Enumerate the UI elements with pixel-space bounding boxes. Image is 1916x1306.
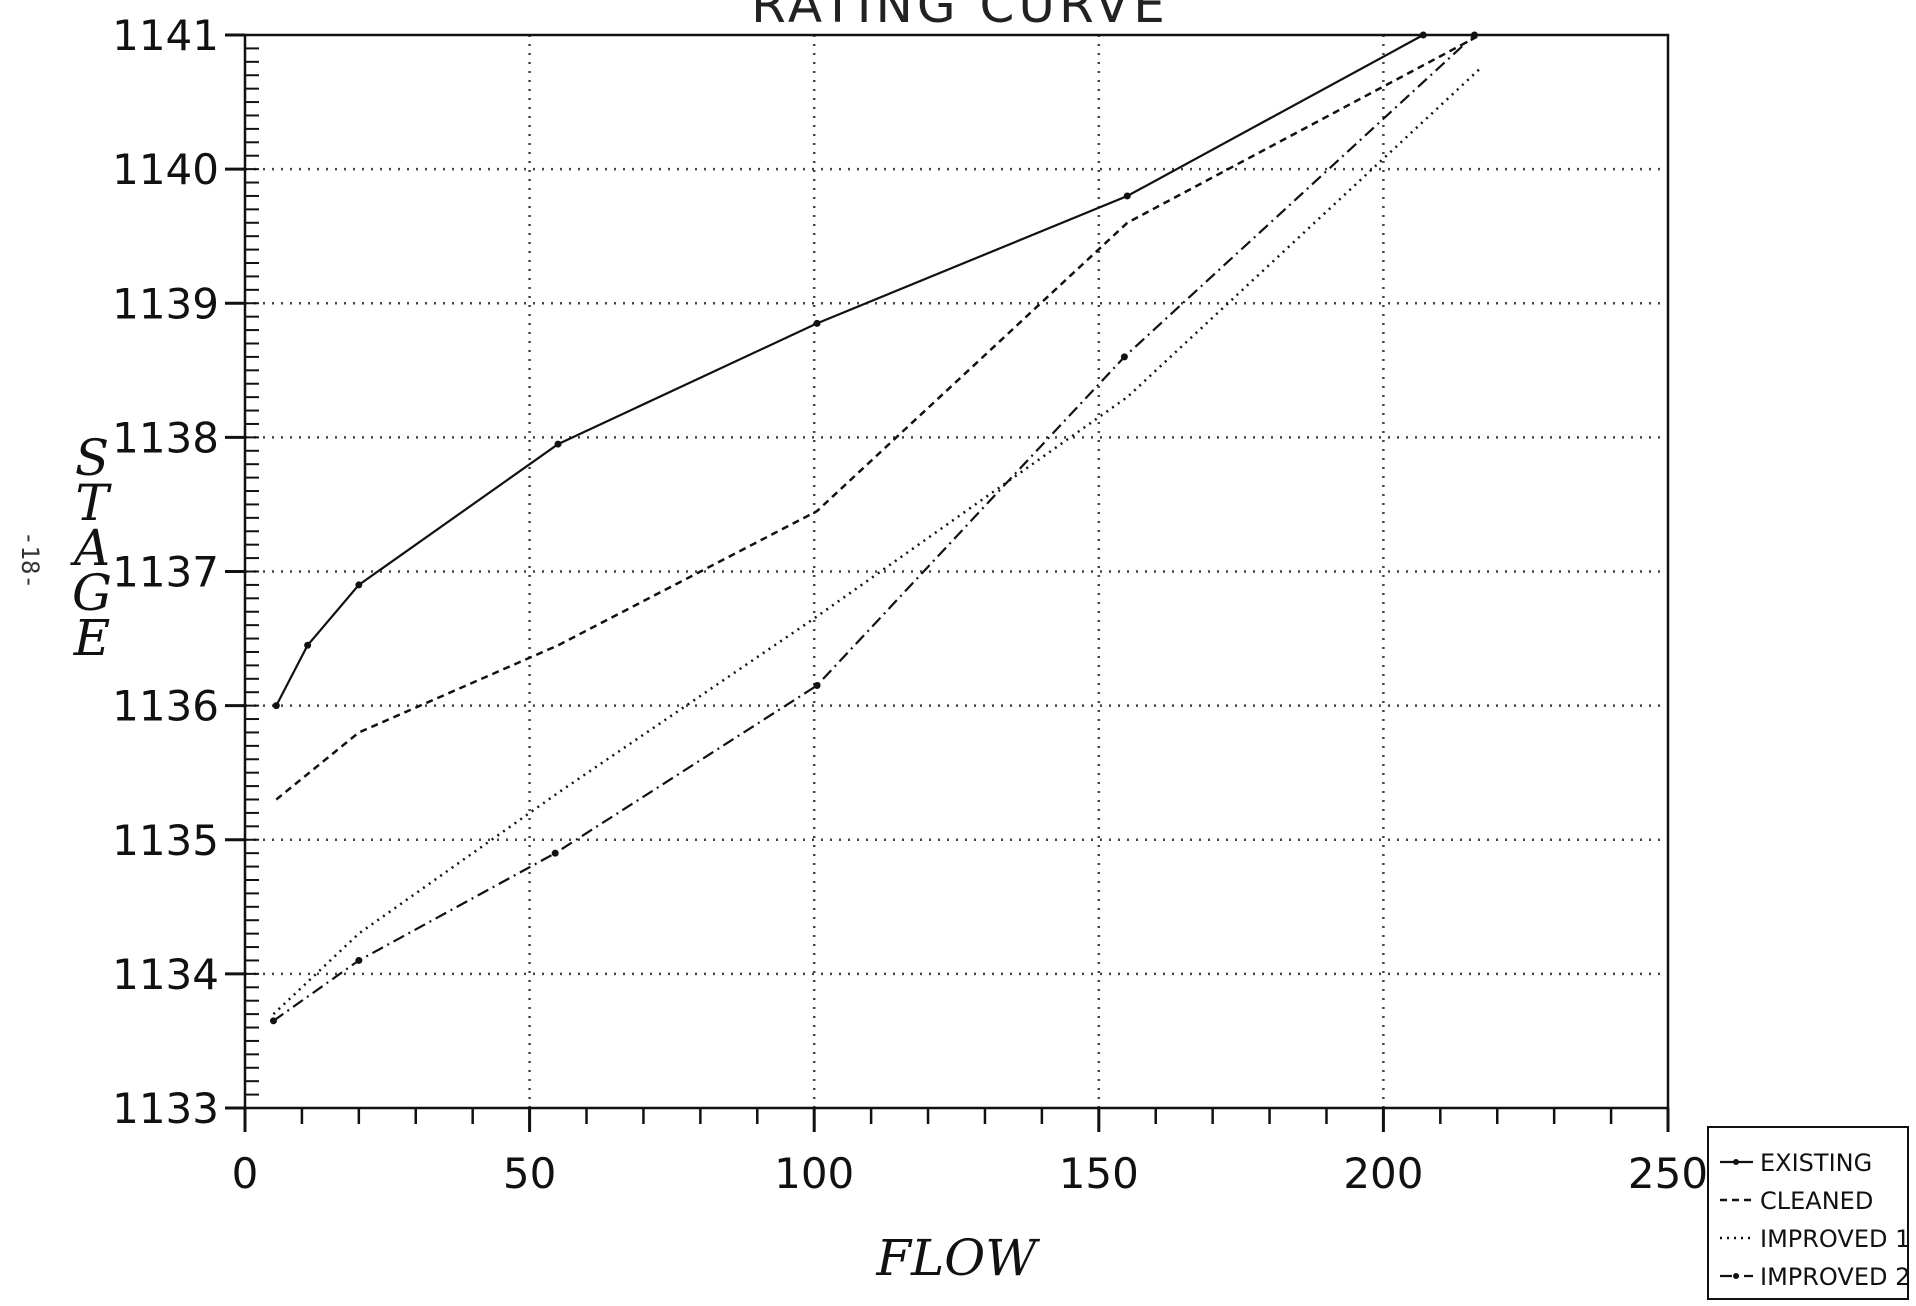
legend: EXISTING CLEANED IMPROVED 1 IMPROVED 2 <box>1707 1126 1910 1300</box>
y-tick-label: 1141 <box>112 11 219 60</box>
legend-label-existing: EXISTING <box>1760 1149 1872 1177</box>
x-axis-ticks: 0 50 100 150 200 250 <box>232 1108 1708 1198</box>
x-tick-label: 50 <box>503 1149 556 1198</box>
data-point-improved-2 <box>1120 353 1128 361</box>
minor-tick-marks <box>243 34 1670 1124</box>
data-point-improved-2 <box>813 682 821 690</box>
x-axis-label: FLOW <box>875 1229 1040 1287</box>
grid-lines <box>245 35 1668 1108</box>
data-point-existing <box>1123 192 1131 200</box>
legend-label-improved-2: IMPROVED 2 <box>1760 1263 1910 1291</box>
legend-label-cleaned: CLEANED <box>1760 1187 1873 1215</box>
series-line-existing <box>275 34 1424 707</box>
y-axis-label-letter: A <box>70 519 110 577</box>
data-point-existing <box>813 319 821 327</box>
data-point-improved-2 <box>355 956 363 964</box>
data-point-existing <box>272 702 280 710</box>
series-line-cleaned <box>275 33 1481 801</box>
page-number: -18- <box>16 531 44 589</box>
y-axis-label-letter: T <box>75 474 112 532</box>
y-axis-label-letter: G <box>72 564 112 622</box>
y-tick-label: 1133 <box>112 1084 219 1133</box>
data-point-existing <box>554 440 562 448</box>
legend-label-improved-1: IMPROVED 1 <box>1760 1225 1910 1253</box>
data-point-improved-2 <box>1470 31 1478 39</box>
y-axis-label-letter: E <box>73 609 111 667</box>
y-axis-label-letter: S <box>75 429 109 487</box>
data-point-improved-2 <box>551 849 559 857</box>
series-line-improved-1 <box>272 67 1482 1016</box>
data-point-existing <box>355 581 363 589</box>
series-line-improved-2 <box>272 34 1476 1022</box>
legend-marker-existing <box>1733 1159 1739 1165</box>
data-point-existing <box>1419 31 1427 39</box>
legend-marker-improved-2 <box>1733 1273 1739 1279</box>
chart-title: RATING CURVE <box>751 0 1169 34</box>
legend-box <box>1707 1126 1909 1300</box>
x-tick-label: 0 <box>232 1149 259 1198</box>
x-tick-label: 150 <box>1059 1149 1139 1198</box>
y-tick-label: 1137 <box>112 548 219 597</box>
y-tick-label: 1134 <box>112 950 219 999</box>
y-tick-label: 1135 <box>112 816 219 865</box>
y-tick-label: 1139 <box>112 279 219 328</box>
y-tick-label: 1138 <box>112 413 219 462</box>
x-tick-label: 100 <box>774 1149 854 1198</box>
x-tick-label: 200 <box>1343 1149 1423 1198</box>
y-axis-ticks: 1133 1134 1135 1136 1137 1138 1139 1140 1141 <box>112 11 245 1133</box>
series-layer <box>269 31 1482 1025</box>
data-point-existing <box>304 641 312 649</box>
y-tick-label: 1140 <box>112 145 219 194</box>
x-tick-label: 250 <box>1628 1149 1708 1198</box>
y-tick-label: 1136 <box>112 682 219 731</box>
data-point-improved-2 <box>269 1017 277 1025</box>
